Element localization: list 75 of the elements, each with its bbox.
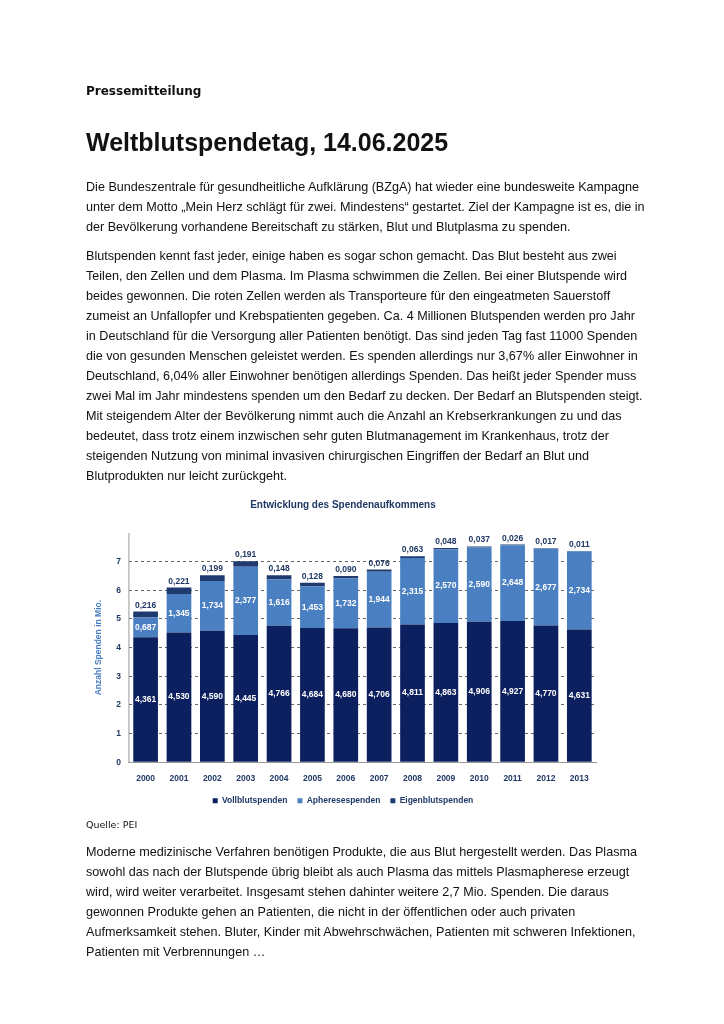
data-label: 4,706 — [368, 688, 391, 699]
data-label: 0,090 — [335, 564, 357, 575]
legend-label: Vollblutspenden — [221, 795, 288, 806]
data-label: 0,221 — [168, 575, 190, 586]
data-label: 4,361 — [134, 693, 157, 704]
data-label: 4,863 — [435, 686, 457, 697]
data-label: 2,648 — [501, 577, 524, 588]
data-label: 4,530 — [168, 691, 190, 702]
data-label: 4,906 — [468, 686, 491, 697]
x-tick-label: 2011 — [503, 772, 523, 783]
legend-label: Eigenblutspenden — [399, 795, 474, 806]
data-label: 0,037 — [468, 534, 491, 545]
text: Blutspenden kennt fast jeder, einige haben es sogar schon gemacht. Das Blut besteht aus zwei Teilen, den Zellen und dem Plasma. Im Plasma schwimmen die Zellen. Bei einer Blutspende wird beides gewonnen. Die roten Zellen werden als Transporteure für den eingeatmeten Sauerstoff zumeist an Unfallopfer und Krebspatienten gegeben. Ca. 4 Millionen Blutspenden werden pro Jahr in Deutschland für die Versorgung aller Patienten benötigt. Das sind jeden Tag fast 11000 Spenden die von gesunden Menschen geleistet werden. Es spenden allerdings nur 3,67% aller Einwohner in Deutschland, 6,04% aller Einwohner benötigen allerdings Spenden. Das heißt jeder Spender muss zwei Mal im Jahr mindestens spenden um den Bedarf zu decken. Der Bedarf an Blutspenden steigt. Mit steigendem Alter der Bevölkerung nimmt auch die Anzahl an Krebserkrankungen zu und das bedeutet, dass trotz einem inzwischen sehr guten Blutmanagement im Krankenhaus, trotz der steigenden Nutzung von minimal invasiven chirurgischen Eingriffen der Bedarf an Blut und Blutprodukten nur leicht zurückgeht. — [86, 249, 643, 483]
data-label: 0,128 — [301, 570, 324, 581]
y-tick-label: 5 — [116, 613, 122, 624]
data-label: 1,345 — [168, 607, 190, 618]
x-tick-label: 2009 — [436, 772, 456, 783]
x-tick-label: 2006 — [336, 772, 356, 783]
data-label: 0,216 — [134, 599, 157, 610]
text: Moderne medizinische Verfahren benötigen Produkte, die aus Blut hergestellt werden. Das Plasma sowohl das nach der Blutspende übrig bleibt als auch Plasma das mittels Plasmapherese erzeugt wird, wird weiter verarbeitet. Insgesamt stehen dahinter weitere 2,7 Mio. Spenden. Die daraus gewonnen Produkte gehen an Patienten, die nicht in der öffentlichen oder auch privaten Aufmerksamkeit stehen. Bluter, Kinder mit Abwehrschwächen, Patienten mit schweren Infektionen, Patienten mit Verbrennungen … — [86, 844, 638, 961]
data-label: 2,590 — [468, 578, 491, 589]
data-label: 4,684 — [301, 689, 324, 700]
data-label: 4,590 — [201, 690, 224, 701]
x-tick-label: 2005 — [302, 772, 323, 783]
y-axis-title: Anzahl Spenden in Mio. — [93, 599, 104, 696]
data-label: 0,048 — [435, 535, 457, 546]
data-label: 4,631 — [568, 690, 591, 701]
data-label: 1,616 — [268, 596, 290, 607]
data-label: 0,076 — [368, 557, 391, 568]
text: Die Bundeszentrale für gesundheitliche Aufklärung (BZgA) hat wieder eine bundesweite Kampagne unter dem Motto „Mein Herz schlägt für zwei. Mindestens“ gestartet. Ziel der Kampagne ist es, die in der Bevölkerung vorhandene Bereitschaft zu stärken, Blut und Blutplasma zu spenden. — [86, 179, 646, 236]
data-label: 2,677 — [535, 581, 557, 592]
data-label: 4,770 — [535, 688, 557, 699]
data-label: 4,680 — [335, 689, 357, 700]
x-tick-label: 2004 — [269, 772, 289, 783]
x-tick-label: 2007 — [369, 772, 389, 783]
data-label: 0,191 — [235, 549, 257, 560]
data-label: 4,445 — [235, 692, 257, 703]
data-label: 2,315 — [401, 585, 424, 596]
y-tick-label: 7 — [116, 556, 122, 567]
data-label: 0,011 — [568, 538, 590, 549]
data-label: 1,734 — [201, 600, 224, 611]
data-label: 2,377 — [235, 595, 257, 606]
y-tick-label: 6 — [116, 584, 122, 595]
text: Weltblutspendetag, 14.06.2025 — [86, 128, 450, 157]
data-label: 0,017 — [535, 536, 557, 547]
x-tick-label: 2003 — [236, 772, 256, 783]
y-tick-label: 4 — [116, 641, 122, 652]
source-note: Quelle: PEI — [86, 819, 139, 830]
data-label: 0,148 — [268, 563, 290, 574]
data-label: 1,732 — [335, 597, 357, 608]
data-label: 1,944 — [368, 593, 391, 604]
x-tick-label: 2012 — [536, 772, 556, 783]
y-tick-label: 1 — [116, 727, 122, 738]
data-label: 4,811 — [402, 687, 424, 698]
y-tick-label: 2 — [116, 699, 122, 710]
data-label: 0,687 — [134, 621, 157, 632]
x-tick-label: 2010 — [469, 772, 489, 783]
legend-label: Apheresespenden — [306, 795, 381, 806]
data-label: 4,766 — [268, 688, 290, 699]
x-tick-label: 2002 — [202, 772, 223, 783]
x-tick-label: 2013 — [569, 772, 590, 783]
y-tick-label: 0 — [116, 756, 122, 767]
x-tick-label: 2001 — [169, 772, 189, 783]
data-label: 0,026 — [501, 532, 524, 543]
x-tick-label: 2000 — [136, 772, 156, 783]
x-tick-label: 2008 — [403, 772, 423, 783]
text: Pressemitteilung — [86, 84, 203, 98]
chart-title: Entwicklung des Spendenaufkommens — [250, 498, 437, 510]
data-label: 2,570 — [435, 580, 457, 591]
data-label: 0,063 — [401, 544, 424, 555]
data-label: 4,927 — [501, 685, 524, 696]
y-tick-label: 3 — [116, 670, 122, 681]
data-label: 0,199 — [201, 563, 224, 574]
data-label: 1,453 — [301, 601, 324, 612]
data-label: 2,734 — [568, 584, 591, 595]
